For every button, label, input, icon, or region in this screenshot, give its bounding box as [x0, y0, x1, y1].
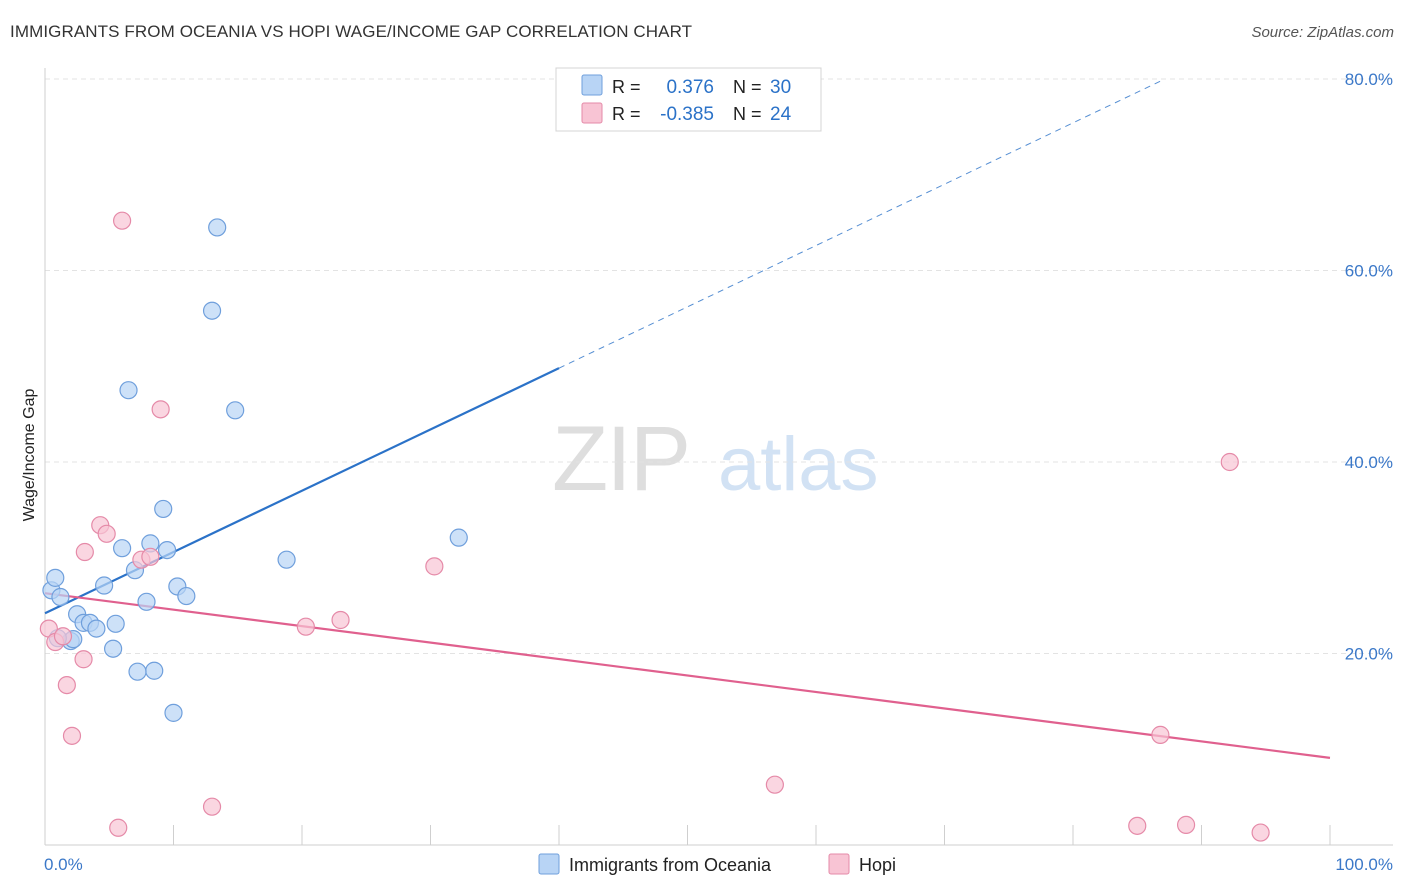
point-series-1-9 — [109, 818, 128, 837]
point-series-0-16 — [145, 661, 164, 680]
legend-swatch-oceania — [538, 853, 560, 875]
point-series-0-7 — [87, 619, 106, 638]
stats-legend: R = 0.376 N = 30 R = -0.385 N = 24 — [555, 67, 822, 132]
point-series-0-26 — [277, 550, 296, 569]
point-series-1-6 — [75, 542, 94, 562]
grid-layer — [45, 78, 1393, 654]
point-series-0-14 — [137, 592, 156, 611]
point-series-1-21 — [1176, 815, 1196, 834]
y-tick-label-20: 20.0% — [1345, 645, 1393, 664]
x-ticks — [173, 825, 1331, 845]
point-series-1-4 — [62, 726, 82, 745]
stats-legend-swatch-hopi — [581, 102, 603, 124]
y-axis-label: Wage/Income Gap — [21, 389, 38, 522]
point-series-1-2 — [53, 627, 73, 646]
point-series-1-8 — [97, 524, 116, 543]
point-series-1-17 — [425, 557, 444, 576]
stats-legend-n-label-oceania: N = — [733, 77, 762, 97]
stats-legend-swatch-oceania — [581, 74, 603, 96]
stats-legend-r-value-hopi: -0.385 — [660, 104, 714, 125]
point-series-1-14 — [202, 797, 222, 816]
watermark-atlas: atlas — [718, 422, 879, 507]
y-tick-labels: 20.0% 40.0% 60.0% 80.0% — [1345, 70, 1393, 664]
point-series-1-22 — [1220, 452, 1239, 472]
point-series-0-22 — [164, 703, 183, 722]
bottom-legend: Immigrants from Oceania Hopi — [538, 853, 896, 875]
point-series-0-11 — [112, 539, 132, 558]
point-series-1-5 — [74, 650, 93, 669]
point-series-1-13 — [151, 400, 170, 419]
y-tick-label-60: 60.0% — [1345, 262, 1393, 281]
watermark: ZIP atlas — [552, 408, 879, 510]
stats-legend-r-label-oceania: R = — [612, 77, 641, 97]
point-series-1-20 — [1151, 725, 1170, 744]
x-tick-label-max: 100.0% — [1335, 855, 1393, 874]
trend-line-series-0 — [44, 367, 560, 615]
chart-source: Source: ZipAtlas.com — [1251, 24, 1394, 41]
point-series-0-17 — [154, 499, 173, 519]
stats-legend-n-value-hopi: 24 — [770, 104, 792, 125]
watermark-zip: ZIP — [552, 408, 689, 510]
point-series-1-10 — [112, 211, 132, 230]
point-series-1-19 — [1128, 816, 1147, 835]
x-tick-label-min: 0.0% — [44, 855, 83, 874]
stats-legend-n-value-oceania: 30 — [770, 77, 791, 98]
y-tick-label-40: 40.0% — [1345, 453, 1393, 472]
point-series-1-3 — [57, 675, 76, 695]
point-series-1-16 — [331, 610, 350, 630]
point-series-0-18 — [157, 540, 177, 560]
point-series-1-12 — [141, 547, 160, 566]
trend-line-extension-series-0 — [558, 79, 1164, 369]
point-series-0-20 — [177, 586, 196, 606]
point-series-0-23 — [202, 301, 222, 320]
legend-swatch-hopi — [828, 853, 850, 875]
stats-legend-r-value-oceania: 0.376 — [666, 77, 714, 98]
point-series-0-12 — [119, 381, 138, 400]
legend-label-oceania: Immigrants from Oceania — [569, 855, 772, 875]
stats-legend-n-label-hopi: N = — [733, 104, 762, 124]
point-series-0-2 — [51, 587, 70, 607]
point-series-0-1 — [46, 568, 65, 587]
point-series-0-25 — [226, 401, 245, 420]
point-series-1-18 — [765, 775, 784, 794]
y-tick-label-80: 80.0% — [1345, 70, 1393, 89]
point-series-0-21 — [128, 662, 147, 681]
legend-label-hopi: Hopi — [859, 855, 896, 875]
chart-title: IMMIGRANTS FROM OCEANIA VS HOPI WAGE/INC… — [10, 22, 693, 41]
stats-legend-r-label-hopi: R = — [612, 104, 641, 124]
point-series-1-15 — [296, 617, 315, 636]
points-layer — [39, 211, 1270, 842]
trend-line-series-1 — [44, 592, 1331, 759]
point-series-0-10 — [104, 639, 123, 658]
point-series-0-8 — [95, 576, 114, 595]
point-series-0-9 — [106, 614, 125, 633]
point-series-0-24 — [208, 218, 227, 237]
point-series-1-23 — [1251, 823, 1270, 842]
point-series-0-27 — [449, 528, 468, 547]
